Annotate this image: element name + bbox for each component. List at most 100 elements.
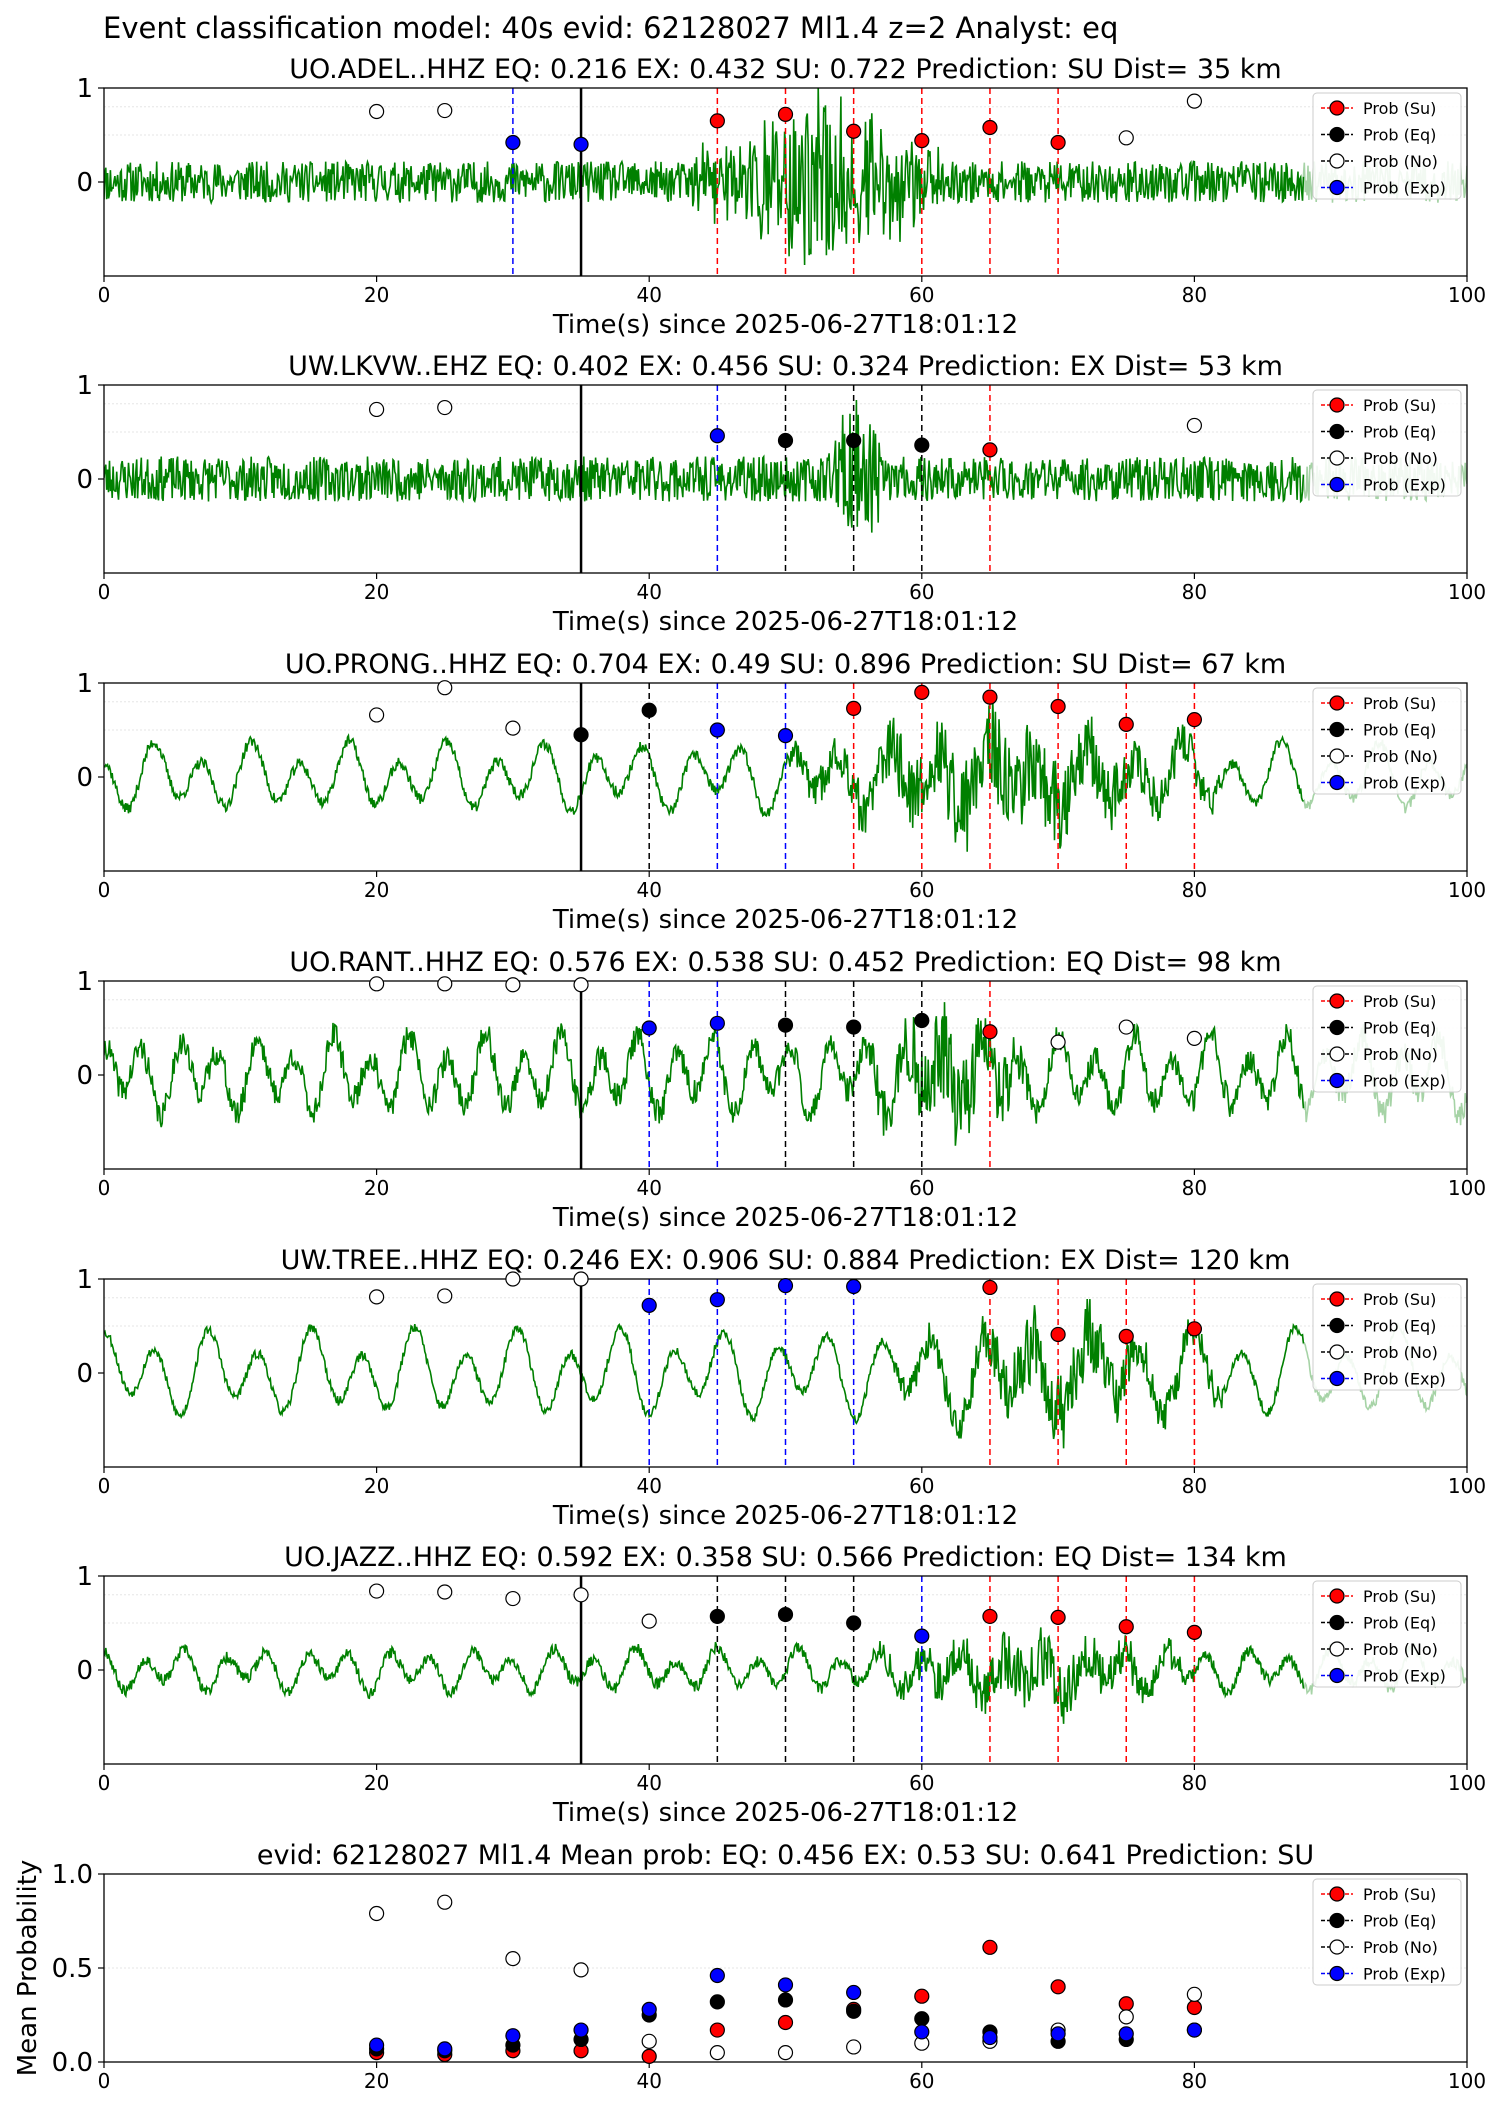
x-tick-label: 40 (636, 1474, 661, 1498)
point-su (1118, 1619, 1134, 1635)
point-no (709, 2045, 725, 2061)
x-axis-label: Time(s) since 2025-06-27T18:01:12 (552, 310, 1018, 340)
point-su (982, 119, 998, 136)
point-exp (505, 134, 521, 151)
legend-label-su: Prob (Su) (1363, 99, 1436, 118)
legend-box (1312, 92, 1462, 200)
point-exp (1050, 2026, 1066, 2042)
legend-marker-no (1329, 1939, 1345, 1955)
point-no (1186, 417, 1203, 434)
point-eq (709, 1608, 725, 1625)
y-tick-label: 1 (76, 1562, 93, 1592)
x-tick-label: 60 (909, 1771, 934, 1795)
x-tick-label: 20 (364, 1771, 389, 1795)
legend-label-eq: Prob (Eq) (1363, 423, 1436, 442)
point-exp (369, 2037, 385, 2053)
point-no (505, 720, 521, 736)
point-no (437, 1894, 453, 1910)
point-exp (914, 2024, 930, 2040)
point-eq (573, 727, 589, 743)
point-su (982, 1608, 998, 1625)
waveform-trace (104, 1298, 1305, 1449)
legend-marker-exp (1329, 476, 1345, 493)
legend-label-exp: Prob (Exp) (1363, 1965, 1446, 1984)
y-tick-label: 0 (76, 168, 93, 198)
legend-label-exp: Prob (Exp) (1363, 476, 1446, 495)
x-tick-label: 100 (1448, 1474, 1486, 1498)
x-tick-label: 60 (909, 878, 934, 902)
point-no (369, 1289, 385, 1305)
x-tick-label: 0 (98, 1474, 111, 1498)
x-tick-label: 20 (364, 1176, 389, 1200)
point-no (1186, 1030, 1203, 1046)
point-no (1186, 93, 1203, 109)
point-no (1050, 1034, 1066, 1050)
panel-title: UW.LKVW..EHZ EQ: 0.402 EX: 0.456 SU: 0.3… (288, 351, 1283, 382)
x-tick-label: 80 (1182, 1176, 1207, 1200)
point-no (505, 1271, 521, 1287)
point-no (437, 102, 453, 119)
legend-label-eq: Prob (Eq) (1363, 1019, 1436, 1038)
y-axis-label: Mean Probability (13, 1860, 43, 2077)
legend-marker-eq (1329, 721, 1345, 738)
point-no (573, 1962, 589, 1978)
point-su (914, 684, 930, 701)
point-su (982, 689, 998, 705)
legend-marker-su (1329, 1588, 1345, 1604)
x-tick-label: 0 (98, 1771, 111, 1795)
legend-marker-no (1329, 1046, 1345, 1062)
point-su (1118, 1328, 1134, 1344)
point-exp (846, 1278, 862, 1295)
point-su (1186, 1321, 1203, 1337)
legend-box (1312, 1283, 1462, 1391)
legend-marker-su (1329, 1886, 1345, 1902)
point-exp (1186, 2022, 1203, 2038)
legend: Prob (Su) Prob (Eq) Prob (No) Prob (Exp) (1312, 389, 1462, 497)
legend-label-no: Prob (No) (1363, 747, 1438, 766)
point-eq (777, 432, 794, 449)
point-su (709, 2022, 725, 2038)
waveform-trace (104, 1002, 1305, 1146)
legend: Prob (Su) Prob (Eq) Prob (No) Prob (Exp) (1312, 985, 1462, 1093)
legend-label-no: Prob (No) (1363, 1343, 1438, 1362)
legend-box (1312, 1580, 1462, 1688)
legend-marker-no (1329, 748, 1345, 764)
legend-marker-eq (1329, 423, 1345, 440)
x-tick-label: 40 (636, 878, 661, 902)
x-tick-label: 40 (636, 580, 661, 604)
point-su (1186, 712, 1203, 728)
point-su (914, 133, 930, 149)
point-exp (709, 428, 725, 444)
legend-marker-su (1329, 397, 1345, 413)
point-no (573, 1587, 589, 1603)
legend-marker-su (1329, 695, 1345, 711)
point-eq (777, 1992, 794, 2008)
legend-label-su: Prob (Su) (1363, 992, 1436, 1011)
y-tick-label: 1 (76, 967, 93, 997)
legend-marker-su (1329, 1291, 1345, 1307)
legend-label-eq: Prob (Eq) (1363, 126, 1436, 145)
point-su (846, 700, 862, 716)
x-tick-label: 80 (1182, 2069, 1207, 2093)
point-no (437, 680, 453, 696)
point-su (1050, 1979, 1066, 1995)
y-tick-label: 0 (76, 465, 93, 495)
legend-marker-su (1329, 100, 1345, 116)
point-exp (1118, 2026, 1134, 2042)
legend-marker-su (1329, 993, 1345, 1009)
legend: Prob (Su) Prob (Eq) Prob (No) Prob (Exp) (1312, 1878, 1462, 1986)
point-su (1050, 1609, 1066, 1625)
y-tick-label: 0 (76, 1656, 93, 1686)
x-tick-label: 20 (364, 283, 389, 307)
point-eq (846, 2003, 862, 2019)
point-eq (777, 1017, 794, 1033)
point-su (1050, 1326, 1066, 1343)
x-tick-label: 80 (1182, 878, 1207, 902)
y-tick-label: 1 (76, 74, 93, 104)
point-no (1118, 1019, 1134, 1035)
legend-marker-eq (1329, 1614, 1345, 1631)
point-no (846, 2039, 862, 2055)
legend-box (1312, 985, 1462, 1093)
point-no (641, 2033, 657, 2049)
